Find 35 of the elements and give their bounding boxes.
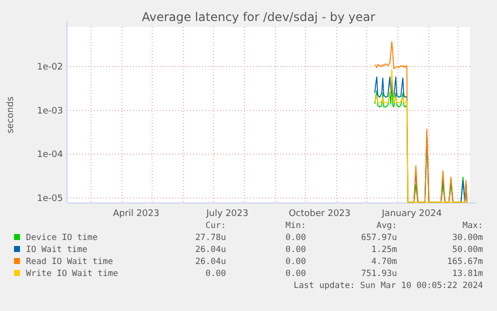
text: Max: xyxy=(462,221,483,231)
text: Last update: Sun Mar 10 00:05:22 2024 xyxy=(294,281,483,291)
text: 0.00 xyxy=(286,233,306,243)
text: 165.67m xyxy=(447,257,483,267)
text: 0.00 xyxy=(286,269,306,279)
x-tick-label: April 2023 xyxy=(113,209,160,219)
x-tick-label: January 2024 xyxy=(380,209,442,219)
text: 0.00 xyxy=(286,245,306,255)
y-tick-label: 1e-04 xyxy=(37,150,64,160)
legend-label: IO Wait time xyxy=(26,245,88,255)
text: 1.25m xyxy=(371,245,397,255)
text: 50.00m xyxy=(452,245,483,255)
text: 657.97u xyxy=(361,233,397,243)
chart-title: Average latency for /dev/sdaj - by year xyxy=(142,10,376,24)
y-tick-label: 1e-02 xyxy=(37,62,63,73)
text: Cur: xyxy=(206,221,226,231)
legend-label: Device IO time xyxy=(26,233,98,243)
x-tick-label: July 2023 xyxy=(205,209,248,219)
text: Avg: xyxy=(376,221,397,231)
text: 0.00 xyxy=(286,257,306,267)
legend-label: Write IO Wait time xyxy=(26,269,118,279)
text: Min: xyxy=(286,221,306,231)
y-axis-title: seconds xyxy=(6,96,16,134)
text: 0.00 xyxy=(206,269,226,279)
text: 26.04u xyxy=(195,257,226,267)
text: 30.00m xyxy=(452,233,483,243)
text: 13.81m xyxy=(452,269,483,279)
y-tick-label: 1e-05 xyxy=(37,194,63,204)
text: 26.04u xyxy=(195,245,226,255)
legend-label: Read IO Wait time xyxy=(26,257,113,267)
text: 27.78u xyxy=(195,233,226,243)
y-tick-label: 1e-03 xyxy=(37,106,63,116)
x-tick-label: October 2023 xyxy=(288,209,351,219)
text: 4.70m xyxy=(371,257,397,267)
text: 751.93u xyxy=(361,269,397,279)
